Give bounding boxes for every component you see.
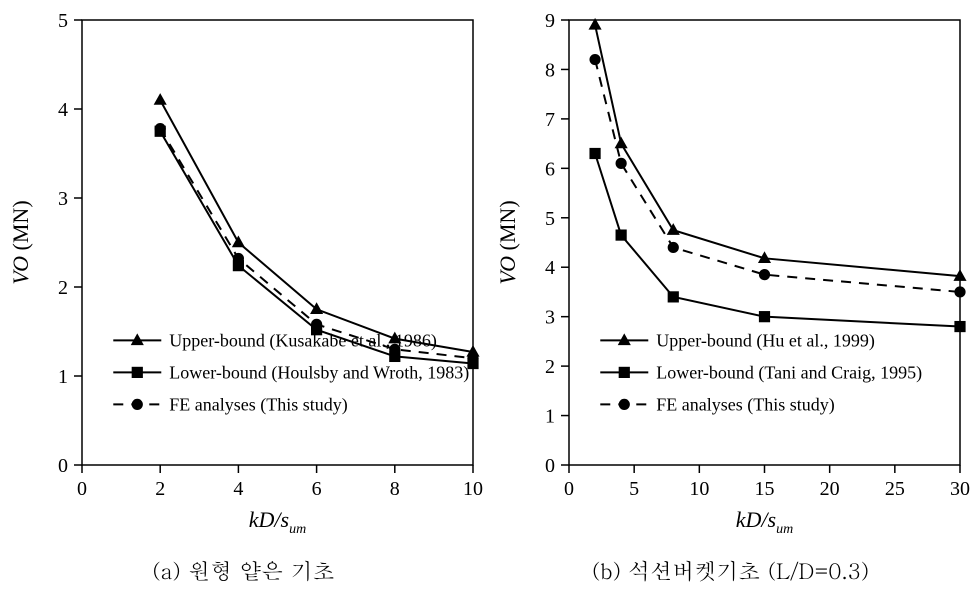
svg-text:Lower-bound (Tani and Craig, 1: Lower-bound (Tani and Craig, 1995) [656,362,922,383]
svg-text:1: 1 [58,366,68,388]
svg-text:Lower-bound (Houlsby and Wroth: Lower-bound (Houlsby and Wroth, 1983) [169,362,469,383]
svg-text:8: 8 [545,59,555,81]
svg-text:4: 4 [233,478,243,500]
chart-a: 0246810012345VO (MN)kD/sumUpper-bound (K… [0,0,487,545]
chart-b: 0510152025300123456789VO (MN)kD/sumUpper… [487,0,974,545]
svg-text:FE analyses (This study): FE analyses (This study) [169,394,347,415]
svg-text:3: 3 [545,307,555,329]
svg-text:25: 25 [885,478,905,500]
chart-b-container: 0510152025300123456789VO (MN)kD/sumUpper… [487,0,974,545]
caption-b: (b) 석션버켓기초 (L/D=0.3) [487,555,974,586]
svg-text:1: 1 [545,406,555,428]
svg-text:10: 10 [689,478,709,500]
svg-text:3: 3 [58,188,68,210]
svg-text:10: 10 [463,478,483,500]
svg-text:4: 4 [58,99,68,121]
svg-text:0: 0 [77,478,87,500]
svg-text:6: 6 [545,158,555,180]
svg-text:5: 5 [545,208,555,230]
svg-text:FE analyses (This study): FE analyses (This study) [656,394,834,415]
svg-text:2: 2 [58,277,68,299]
svg-text:6: 6 [312,478,322,500]
svg-text:VO (MN): VO (MN) [495,200,520,284]
svg-text:9: 9 [545,10,555,32]
svg-text:Upper-bound (Kusakabe et al.,: Upper-bound (Kusakabe et al., 1986) [169,330,437,351]
svg-text:8: 8 [390,478,400,500]
svg-text:0: 0 [545,455,555,477]
svg-text:5: 5 [58,10,68,32]
caption-a: (a) 원형 얕은 기초 [0,555,487,586]
svg-text:0: 0 [58,455,68,477]
svg-text:30: 30 [950,478,970,500]
svg-text:4: 4 [545,257,555,279]
svg-text:7: 7 [545,109,555,131]
svg-text:0: 0 [564,478,574,500]
svg-text:2: 2 [545,356,555,378]
captions-row: (a) 원형 얕은 기초 (b) 석션버켓기초 (L/D=0.3) [0,545,974,610]
svg-text:Upper-bound (Hu et al., 1999): Upper-bound (Hu et al., 1999) [656,330,875,351]
svg-text:20: 20 [820,478,840,500]
svg-text:VO (MN): VO (MN) [8,200,33,284]
svg-text:2: 2 [155,478,165,500]
charts-row: 0246810012345VO (MN)kD/sumUpper-bound (K… [0,0,974,545]
chart-a-container: 0246810012345VO (MN)kD/sumUpper-bound (K… [0,0,487,545]
svg-text:15: 15 [755,478,775,500]
svg-text:5: 5 [629,478,639,500]
